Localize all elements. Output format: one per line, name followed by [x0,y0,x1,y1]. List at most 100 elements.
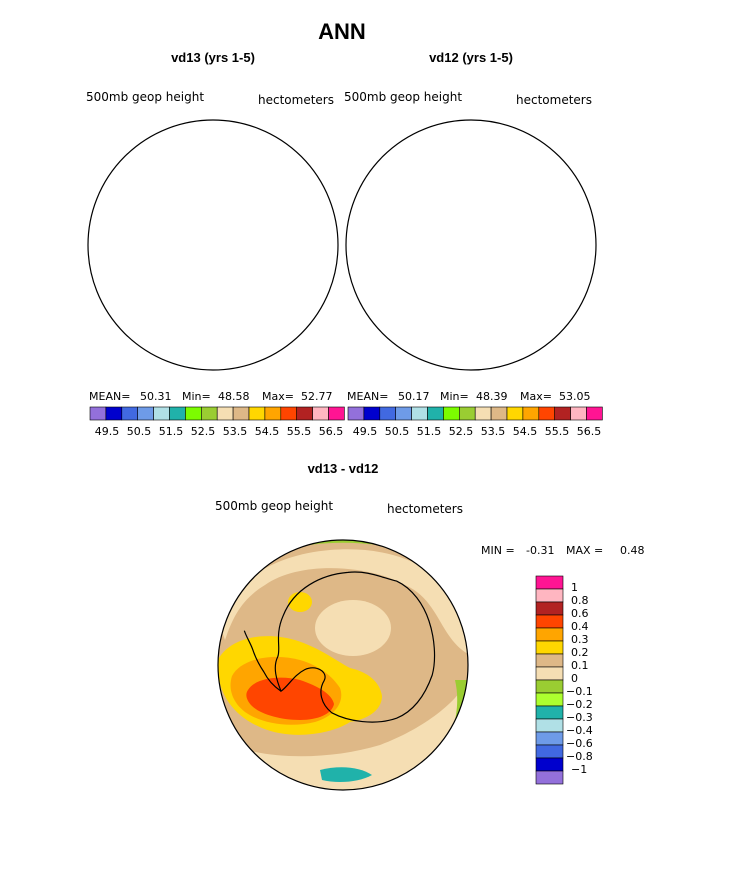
region-rim [280,540,420,552]
contour-ring [388,163,560,332]
contour-ring [110,145,322,353]
peninsula-coastline [118,234,154,293]
tick-label: 53.5 [481,425,506,438]
max-label: Max= [520,390,552,403]
contour-ring [349,128,599,373]
panel-title: vd12 (yrs 1-5) [429,50,513,65]
colorbar-box [535,770,564,785]
colorbar-box [296,406,313,421]
colorbar-box [137,406,154,421]
contour-ring [418,191,530,301]
colorbar-box [535,757,564,772]
colorbar-box [201,406,218,421]
colorbar-box [328,406,345,421]
tick-label: 55.5 [545,425,570,438]
panel-difference: vd13 - vd12 500mb geop height hectometer… [215,461,645,791]
region-lower-band [230,680,468,790]
colorbar-box [216,406,234,421]
colorbar [535,575,564,785]
polar-map [218,540,468,790]
main-title: ANN [318,19,366,44]
tick-label: 0.4 [571,620,589,633]
colorbar-box [554,406,571,421]
colorbar-box [535,588,564,603]
panel-title: vd13 (yrs 1-5) [171,50,255,65]
max-value: 52.77 [301,390,333,403]
tick-label: 0 [571,672,578,685]
colorbar-box [586,406,603,421]
tick-label: −1 [571,763,587,776]
mean-value: 50.17 [398,390,430,403]
region-anomaly-core [246,677,334,720]
coastline [406,177,561,323]
contour-ring [359,137,589,362]
tick-label: 55.5 [287,425,312,438]
tick-label: 1 [571,581,578,594]
tick-label: 0.2 [571,646,589,659]
contour-rings [110,145,341,373]
min-value: -0.31 [526,544,554,557]
colorbar-box [535,640,564,655]
colorbar-ticks: 49.5 50.5 51.5 52.5 53.5 54.5 55.5 56.5 [353,425,602,438]
colorbar-box [248,406,266,421]
colorbar-box [363,406,381,421]
tick-label: 56.5 [319,425,344,438]
colorbar-box [264,406,282,421]
colorbar-box [535,679,564,694]
tick-label: −0.8 [566,750,593,763]
tick-label: 49.5 [95,425,120,438]
colorbar-box [535,705,564,720]
contour-ring [120,154,312,342]
colorbar-box [443,406,460,421]
colorbar-box [427,406,444,421]
units-label: hectometers [258,93,334,107]
contour-rings [349,128,599,373]
tick-label: −0.1 [566,685,593,698]
min-label: Min= [182,390,211,403]
peninsula-coastline [376,234,412,293]
colorbar-box [105,406,123,421]
tick-label: 50.5 [385,425,410,438]
tick-label: 0.3 [571,633,589,646]
contour-ring [160,191,272,301]
max-label: Max= [262,390,294,403]
colorbar-box [535,614,564,629]
panel-vd13: vd13 (yrs 1-5) 500mb geop height hectome… [86,50,345,438]
colorbar-ticks: 1 0.8 0.6 0.4 0.3 0.2 0.1 0 −0.1 −0.2 −0… [566,581,593,776]
colorbar [89,406,345,421]
region-outer-band [218,549,468,655]
colorbar-box [379,406,396,421]
colorbar [347,406,603,421]
colorbar-box [522,406,540,421]
colorbar-box [490,406,508,421]
variable-label: 500mb geop height [215,499,333,513]
min-label: Min= [440,390,469,403]
tick-label: 50.5 [127,425,152,438]
colorbar-box [535,653,564,668]
tick-label: −0.2 [566,698,593,711]
colorbar-box [312,406,329,421]
units-label: hectometers [516,93,592,107]
colorbar-box [535,744,564,759]
colorbar-box [535,601,564,616]
tick-label: 54.5 [513,425,538,438]
variable-label: 500mb geop height [86,90,204,104]
mean-label: MEAN= [89,390,130,403]
colorbar-box [535,731,564,746]
colorbar-box [232,406,250,421]
max-value: 0.48 [620,544,645,557]
region-small-yellow [288,592,312,612]
min-value: 48.58 [218,390,250,403]
tick-label: 52.5 [449,425,474,438]
colorbar-box [458,406,476,421]
mean-value: 50.31 [140,390,172,403]
stats-line: MEAN= 50.17 Min= 48.39 Max= 53.05 [347,390,591,403]
map-border [345,119,597,371]
tick-label: −0.4 [566,724,593,737]
contour-ring [140,173,292,322]
panel-title: vd13 - vd12 [308,461,379,476]
tick-label: 0.1 [571,659,589,672]
tick-label: 52.5 [191,425,216,438]
colorbar-box [280,406,297,421]
